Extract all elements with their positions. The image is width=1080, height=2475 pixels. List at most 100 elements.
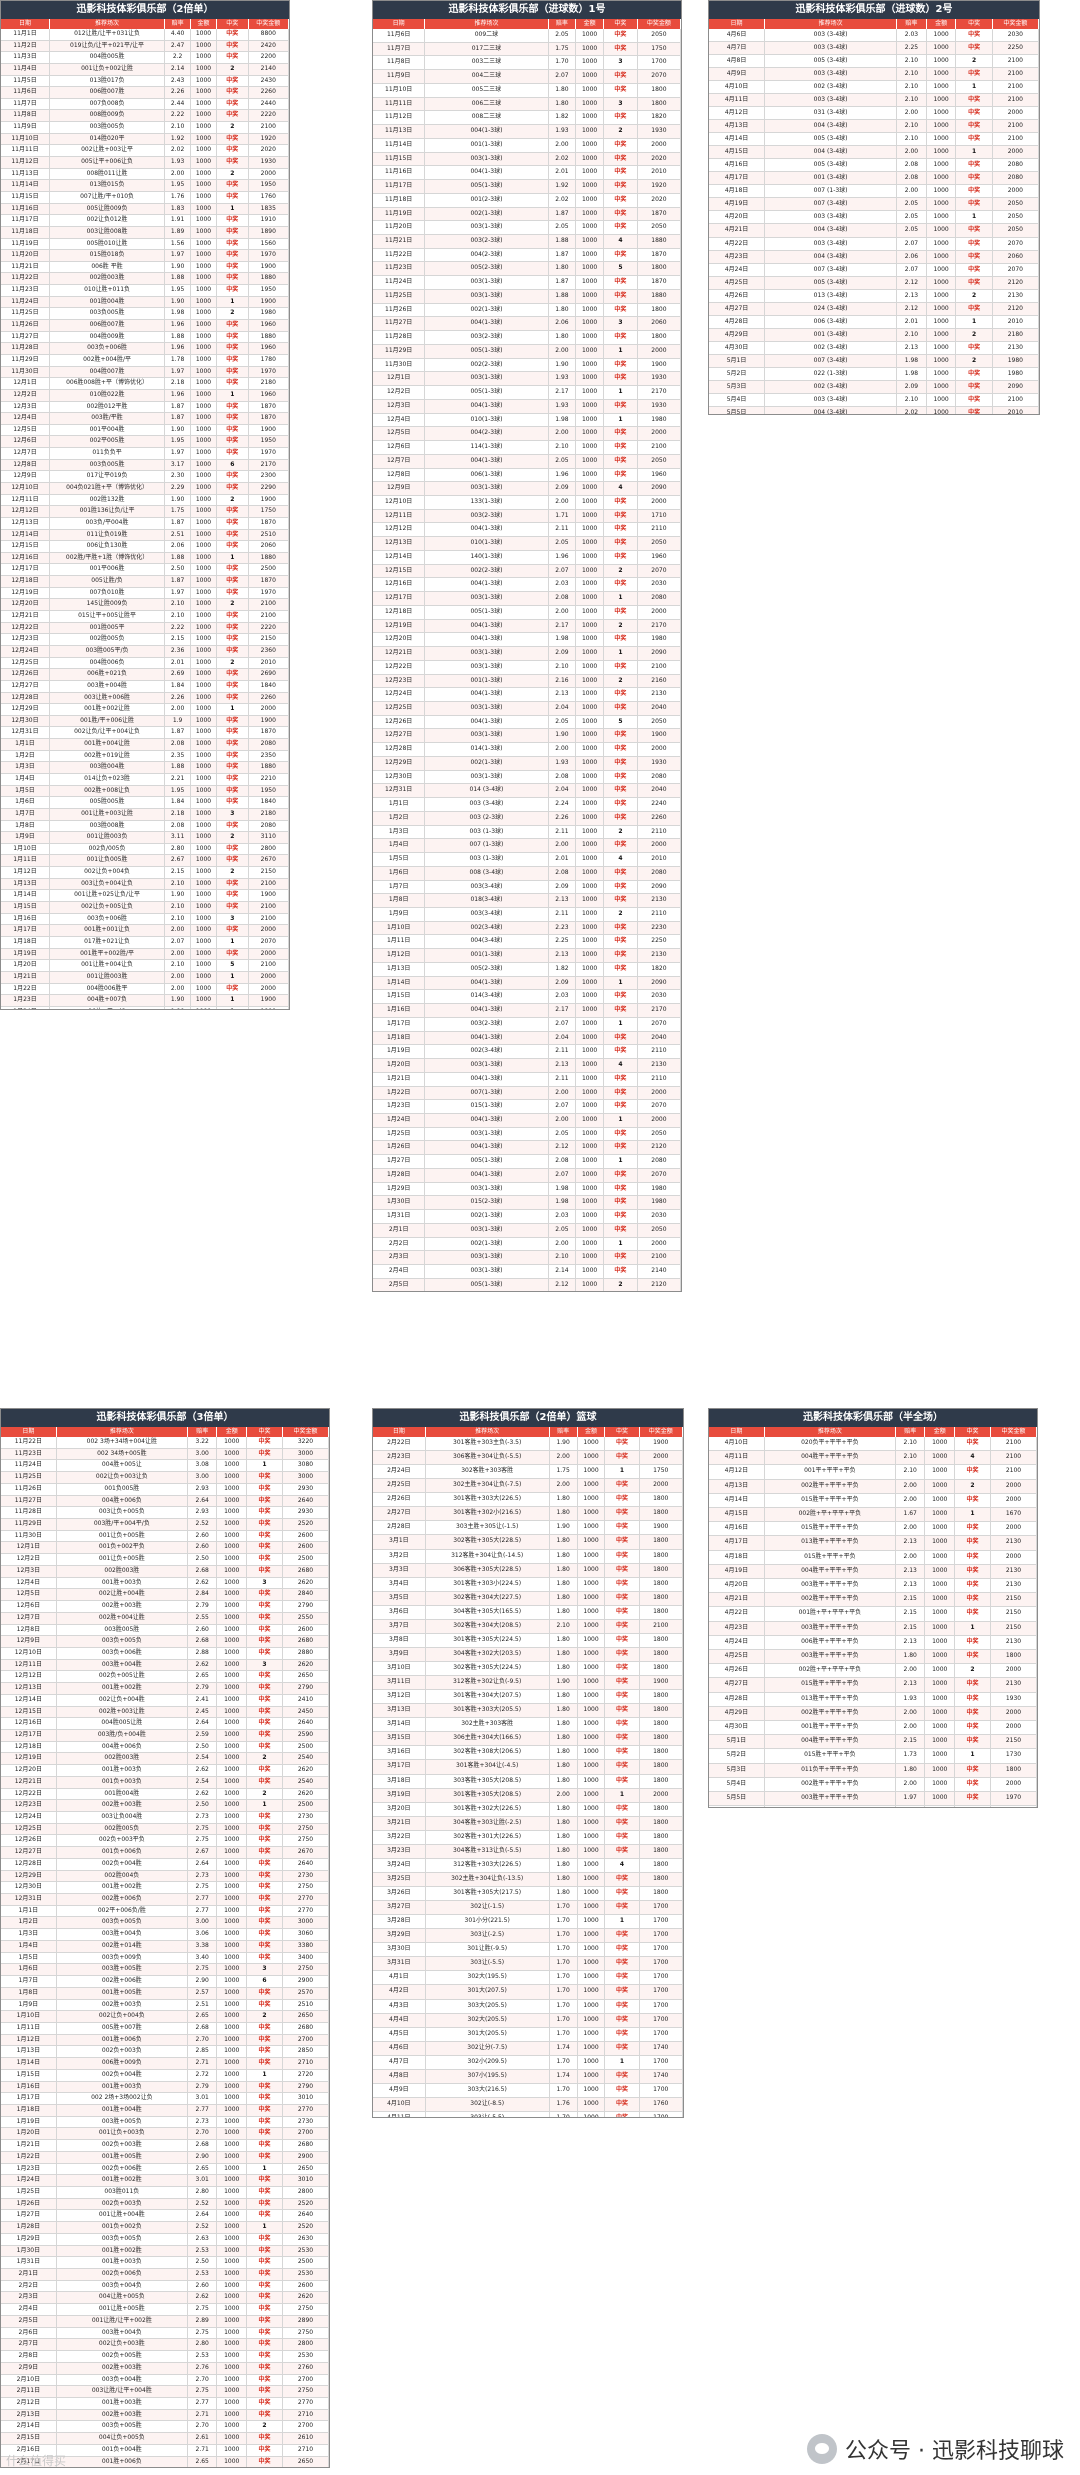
table-cell: 中奖 (217, 855, 249, 867)
table-cell: 2.30 (165, 471, 192, 482)
table-cell: 1000 (217, 1940, 247, 1952)
table-cell: 11月29日 (1, 1519, 57, 1530)
table-cell: 11月28日 (373, 331, 426, 344)
table-cell: 中奖 (605, 1760, 640, 1774)
column-header: 中奖 (217, 19, 249, 29)
table-cell: 1760 (249, 191, 289, 203)
table-cell: 12月20日 (373, 633, 426, 647)
table-cell: 301客胜+303主负(-3.5) (426, 1437, 550, 1451)
table-cell: 2.26 (549, 811, 577, 825)
table-row: 12月31日 002胜+006负 2.77 1000 中奖 2770 (1, 1894, 329, 1906)
table-cell: 12月1日 (1, 1542, 57, 1554)
table-cell: 2.72 (188, 2069, 218, 2081)
table-cell: 中奖 (604, 1265, 638, 1278)
table-cell: 2540 (283, 1776, 329, 1788)
corner-logo: 什么值得买 (6, 2454, 67, 2468)
table-cell: 4月29日 (709, 328, 766, 341)
table-cell: 002 2场+3场002让负 (57, 2093, 188, 2104)
table-cell: 2220 (249, 110, 289, 122)
table-cell: 2.15 (165, 867, 192, 878)
table-cell: 1000 (925, 1493, 955, 1508)
table-body: 11月1日 012让胜/让平+031让负 4.40 1000 中奖 8800 11月2日 01… (1, 29, 289, 1009)
table-cell: 1000 (927, 250, 957, 263)
table-cell: 中奖 (604, 743, 638, 756)
table-cell: 3.00 (188, 1448, 218, 1460)
sheet-bb: 迅影科技俱乐部（2倍单）篮球 日期 推荐场次 赔率 金额 中奖 中奖金额 2月22日 301客胜… (372, 1408, 684, 2118)
table-cell: 1000 (217, 1437, 247, 1448)
table-cell: 12月15日 (373, 564, 426, 578)
table-cell: 1000 (578, 1830, 606, 1844)
table-cell: 中奖 (247, 2128, 284, 2140)
table-cell: 2200 (249, 52, 289, 63)
table-cell: 1月25日 (373, 1127, 426, 1141)
table-cell: 1.98 (549, 633, 577, 647)
table-cell: 2640 (283, 1718, 329, 1729)
table-cell: 002负+003胜 (57, 2140, 188, 2151)
table-cell: 1 (956, 146, 993, 159)
table-cell: 2610 (283, 2433, 329, 2444)
table-cell: 1000 (576, 372, 604, 386)
table-cell: 002 (3-4球) (765, 380, 898, 393)
table-cell: 1000 (217, 2444, 247, 2456)
table-cell: 002胜005负 (50, 634, 166, 645)
table-cell: 2月24日 (373, 1465, 426, 1479)
table-cell: 中奖 (247, 2456, 284, 2467)
table-cell: 003负005胜 (50, 308, 166, 320)
table-cell: 1000 (191, 366, 217, 378)
table-cell: 2.07 (549, 1168, 577, 1182)
table-row: 12月16日 004胜005让胜 2.64 1000 中奖 2640 (1, 1718, 329, 1730)
table-cell: 3110 (249, 832, 289, 843)
table-cell: 5月1日 (709, 1735, 765, 1749)
table-cell: 中奖 (247, 1882, 284, 1894)
table-row: 12月24日 003胜005平/负 2.36 1000 中奖 2360 (1, 645, 289, 658)
table-cell: 3 (604, 97, 638, 111)
table-cell: 1.80 (550, 1647, 578, 1661)
table-cell: 12月4日 (1, 413, 50, 424)
table-cell: 004胜006胜平 (50, 983, 166, 995)
table-cell: 1.96 (549, 468, 577, 482)
table-cell: 1000 (191, 669, 217, 680)
table-row: 1月6日 008 (3-4球) 2.08 1000 中奖 2080 (373, 866, 681, 881)
table-row: 3月12日 301客胜+304大(207.5) 1.80 1000 中奖 1800 (373, 1690, 683, 1705)
table-cell: 1900 (249, 995, 289, 1006)
table-cell: 2.89 (188, 2315, 218, 2327)
table-cell: 中奖 (217, 145, 249, 157)
table-cell: 2650 (283, 2456, 329, 2467)
table-row: 4月28日 013胜平+平平+平负 1.93 1000 中奖 1930 (709, 1692, 1037, 1707)
table-cell: 1000 (576, 83, 604, 97)
table-cell: 1月3日 (373, 825, 426, 839)
table-cell: 2050 (638, 1127, 681, 1141)
table-cell: 2.00 (165, 983, 192, 995)
table-cell: 中奖 (247, 2339, 284, 2351)
table-cell: 1 (247, 2222, 284, 2233)
table-cell: 1000 (217, 1753, 247, 1765)
table-cell: 2150 (991, 1735, 1037, 1749)
table-cell: 12月23日 (373, 674, 426, 688)
table-cell: 2.90 (188, 1976, 218, 1987)
table-cell: 004(1-3球) (425, 688, 549, 701)
table-cell: 12月12日 (1, 1671, 57, 1683)
table-cell: 2.22 (165, 622, 192, 634)
table-cell: 中奖 (217, 727, 249, 739)
table-row: 11月15日 003(1-3球) 2.02 1000 中奖 2020 (373, 152, 681, 167)
table-cell: 2.13 (549, 1059, 577, 1072)
table-cell: 1000 (927, 29, 957, 42)
table-cell: 1000 (191, 331, 217, 343)
table-cell: 003(1-3球) (425, 1059, 549, 1072)
table-cell: 006胜008胜+平（博饰优化） (50, 378, 166, 389)
table-cell: 2800 (249, 843, 289, 855)
table-cell: 1.90 (549, 729, 577, 743)
sheet-title: 迅影科技体彩俱乐部（进球数）2号 (709, 1, 1039, 19)
table-cell: 1000 (576, 523, 604, 537)
table-cell: 中奖 (956, 94, 993, 107)
table-cell: 1000 (578, 1451, 606, 1465)
table-cell: 中奖 (217, 261, 249, 273)
sheet-p2: 迅影科技体彩俱乐部（2倍单） 日期 推荐场次 赔率 金额 中奖 中奖金额 11月1日 012让胜… (0, 0, 290, 1010)
table-cell: 2月10日 (1, 2374, 57, 2386)
table-cell: 中奖 (247, 2081, 284, 2093)
table-cell: 1900 (640, 1676, 683, 1690)
table-cell: 1000 (927, 159, 957, 172)
table-cell: 003(1-3球) (425, 1182, 549, 1196)
table-row: 2月6日 003胜+004负 2.75 1000 中奖 2750 (1, 2327, 329, 2340)
table-cell: 中奖 (604, 1045, 638, 1059)
